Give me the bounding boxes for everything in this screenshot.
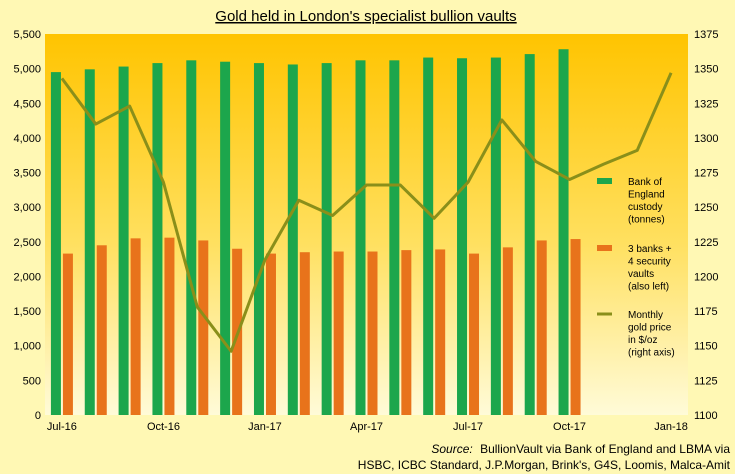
left-axis-ticks: 0 500 1,000 1,500 2,000 2,500 3,000 3,500 4,000 4… (13, 29, 41, 422)
legend-label: England (628, 190, 665, 201)
bar-bank-of-england (152, 63, 163, 416)
bar-3-banks (333, 251, 344, 415)
bar-3-banks (130, 238, 141, 415)
bar-bank-of-england (389, 60, 400, 415)
legend-label: Bank of (628, 177, 662, 188)
legend-label: gold price (628, 323, 672, 334)
bar-3-banks (502, 247, 513, 415)
right-tick-label: 1250 (694, 202, 718, 214)
legend-label: (right axis) (628, 348, 675, 359)
x-tick-label: Jul-16 (47, 421, 77, 433)
right-tick-label: 1125 (694, 375, 718, 387)
bar-3-banks (96, 245, 107, 415)
legend-swatch (597, 245, 612, 251)
bar-3-banks (570, 239, 581, 415)
bar-bank-of-england (524, 54, 535, 416)
source-text-1: BullionVault via Bank of England and LBM… (480, 442, 730, 456)
left-tick-label: 5,000 (13, 64, 41, 76)
x-tick-label: Jan-18 (654, 421, 688, 433)
bar-bank-of-england (186, 60, 197, 415)
bar-3-banks (435, 249, 446, 415)
legend-swatch (597, 178, 612, 184)
legend-label: custody (628, 202, 662, 213)
source-note: Source: BullionVault via Bank of England… (358, 442, 731, 472)
left-tick-label: 1,500 (13, 306, 41, 318)
bar-bank-of-england (118, 66, 129, 416)
x-tick-label: Jan-17 (248, 421, 282, 433)
legend-label: vaults (628, 269, 654, 280)
right-tick-label: 1375 (694, 29, 718, 41)
bar-bank-of-england (490, 57, 501, 415)
left-tick-label: 1,000 (13, 341, 41, 353)
legend-label: 4 security (628, 257, 671, 268)
source-prefix: Source: (431, 442, 472, 456)
bar-bank-of-england (457, 58, 468, 415)
bar-3-banks (198, 240, 209, 415)
right-tick-label: 1325 (694, 98, 718, 110)
bar-bank-of-england (423, 57, 434, 415)
bar-3-banks (164, 237, 175, 415)
left-tick-label: 500 (23, 375, 41, 387)
left-tick-label: 3,000 (13, 202, 41, 214)
legend-label: (tonnes) (628, 215, 665, 226)
plot-area (45, 34, 688, 415)
chart-title: Gold held in London's specialist bullion… (215, 8, 516, 25)
bar-bank-of-england (287, 64, 298, 415)
bar-bank-of-england (220, 61, 231, 415)
right-tick-label: 1200 (694, 271, 718, 283)
x-tick-label: Jul-17 (453, 421, 483, 433)
right-tick-label: 1100 (694, 410, 718, 422)
right-tick-label: 1275 (694, 168, 718, 180)
bar-bank-of-england (558, 49, 569, 416)
legend-label: (also left) (628, 282, 669, 293)
right-tick-label: 1300 (694, 133, 718, 145)
left-tick-label: 4,500 (13, 98, 41, 110)
bar-3-banks (469, 253, 480, 415)
right-tick-label: 1150 (694, 341, 718, 353)
series-3-banks (62, 237, 581, 415)
legend-label: Monthly (628, 310, 663, 321)
left-tick-label: 2,500 (13, 237, 41, 249)
legend-label: 3 banks + (628, 244, 672, 255)
series-gold-price-line (60, 72, 673, 353)
right-axis-ticks: 1100 1125 1150 1175 1200 1225 1250 1275 1300 1325… (694, 29, 718, 422)
bar-bank-of-england (50, 72, 61, 415)
x-tick-label: Oct-16 (147, 421, 180, 433)
bar-3-banks (401, 250, 412, 415)
bar-bank-of-england (355, 60, 366, 415)
x-axis-ticks: Jul-16 Oct-16 Jan-17 Apr-17 Jul-17 Oct-17 Jan-… (47, 421, 688, 433)
bar-3-banks (299, 252, 310, 415)
bar-bank-of-england (321, 63, 332, 416)
left-tick-label: 4,000 (13, 133, 41, 145)
bar-bank-of-england (253, 63, 264, 416)
series-bank-of-england (50, 49, 569, 416)
left-tick-label: 5,500 (13, 29, 41, 41)
right-tick-label: 1225 (694, 237, 718, 249)
bar-bank-of-england (84, 69, 95, 415)
source-line-2: HSBC, ICBC Standard, J.P.Morgan, Brink's… (358, 458, 731, 472)
source-line-1: Source: BullionVault via Bank of England… (431, 442, 730, 456)
bar-3-banks (367, 251, 378, 415)
bar-3-banks (536, 240, 547, 415)
x-tick-label: Oct-17 (553, 421, 586, 433)
right-tick-label: 1175 (694, 306, 718, 318)
legend-label: in $/oz (628, 335, 657, 346)
right-tick-label: 1350 (694, 64, 718, 76)
left-tick-label: 0 (35, 410, 41, 422)
bar-3-banks (265, 253, 276, 415)
left-tick-label: 2,000 (13, 271, 41, 283)
x-tick-label: Apr-17 (350, 421, 383, 433)
left-tick-label: 3,500 (13, 168, 41, 180)
bar-3-banks (62, 253, 73, 415)
